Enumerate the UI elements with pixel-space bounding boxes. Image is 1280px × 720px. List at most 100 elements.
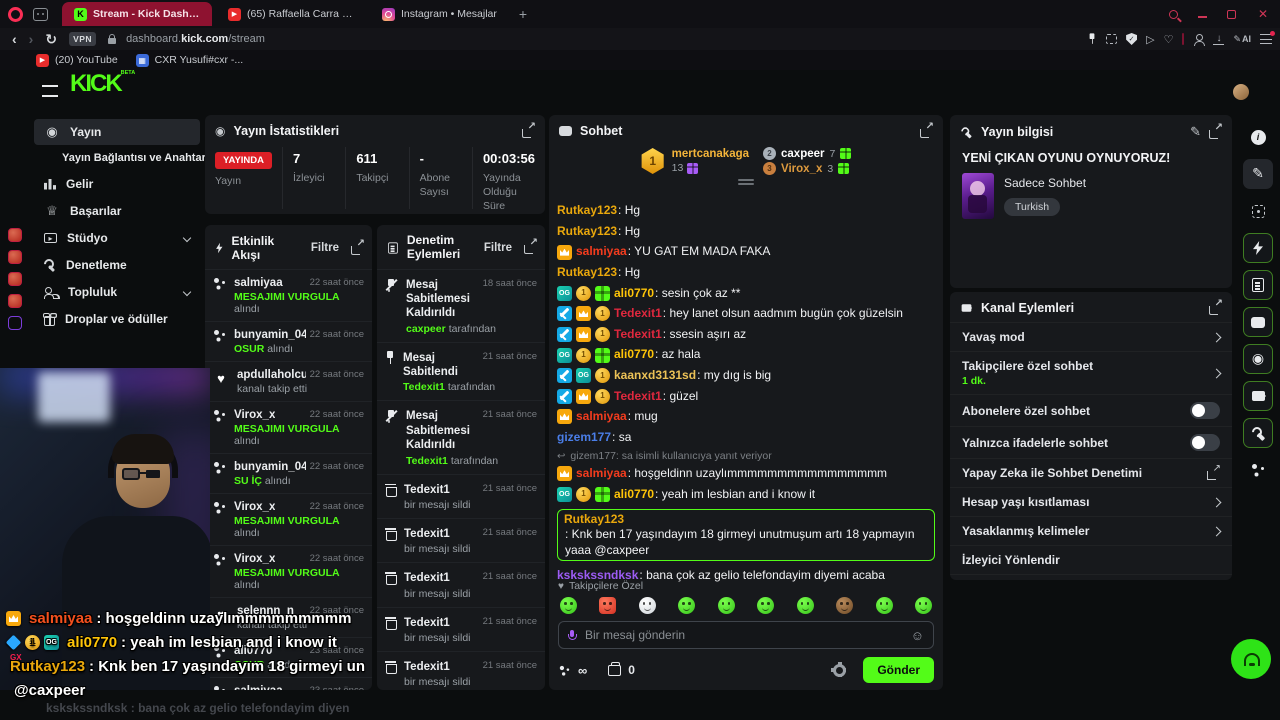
chat-message[interactable]: Rutkay123 : Hg: [557, 201, 935, 222]
activity-event-row[interactable]: selennn_n22 saat önce kanalı takip etti: [205, 597, 372, 637]
gx-app-twitch-icon[interactable]: [8, 316, 22, 330]
leaderboard-collapse-handle[interactable]: [738, 179, 754, 181]
activity-event-row[interactable]: Virox_x 22 saat önce MESAJIMI VURGULA alı…: [205, 401, 372, 453]
chat-message[interactable]: 1 Tedexit1 : güzel: [557, 386, 935, 407]
popout-icon[interactable]: [1209, 298, 1223, 315]
snapshot-icon[interactable]: [1106, 34, 1118, 44]
moderation-entry-row[interactable]: Mesaj Sabitlendi 21 saat önce Tedexit1 tar…: [377, 341, 545, 401]
chat-message[interactable]: kskskssndksk : bana çok az gelio telefon…: [557, 565, 935, 586]
channel-action-row[interactable]: İzleyici Yönlendir: [950, 545, 1232, 574]
chat-settings-gear-icon[interactable]: [831, 661, 847, 677]
chat-username[interactable]: gizem177: [557, 429, 612, 444]
chat-username[interactable]: Tedexit1: [614, 388, 662, 403]
gift-leaderboard[interactable]: 1 mertcanakaga 13 2 caxpeer 7 3 Virox_x 3: [549, 145, 943, 179]
category-thumbnail[interactable]: [962, 173, 994, 219]
leaderboard-user[interactable]: caxpeer: [781, 147, 825, 160]
chat-username[interactable]: kaanxd3131sd: [614, 367, 697, 382]
activity-event-row[interactable]: salmiyaa 22 saat önce MESAJIMI VURGULA al…: [205, 269, 372, 321]
favorite-heart-icon[interactable]: ♡: [1163, 33, 1174, 46]
sidebar-item[interactable]: Gelir: [34, 171, 200, 197]
monkey-emote[interactable]: [836, 597, 854, 614]
opera-logo-icon[interactable]: [8, 6, 23, 22]
emoji-picker-icon[interactable]: ☺: [910, 627, 924, 643]
chat-message[interactable]: OG 1 kaanxd3131sd : my dıg is big: [557, 365, 935, 386]
popout-icon[interactable]: [920, 121, 934, 138]
popout-icon[interactable]: [524, 237, 538, 255]
gx-corner-label[interactable]: GX: [10, 653, 22, 662]
support-chat-button[interactable]: [1231, 639, 1271, 679]
new-tab-button[interactable]: +: [518, 6, 528, 22]
chat-username[interactable]: Tedexit1: [614, 326, 662, 341]
chat-username[interactable]: Rutkay123: [557, 264, 618, 279]
channel-action-row[interactable]: Takipçilere özel sohbet 1 dk.: [950, 351, 1232, 394]
video-settings-icon[interactable]: [1243, 381, 1273, 411]
screen-capture-icon[interactable]: [1243, 196, 1273, 226]
chat-message[interactable]: Rutkay123 : Hg: [557, 221, 935, 242]
activity-event-row[interactable]: bunyamin_043422 saat önce SU İÇ alındı: [205, 453, 372, 493]
leaderboard-user[interactable]: Virox_x: [781, 162, 823, 175]
chat-message[interactable]: OG 1 ali0770 : yeah im lesbian and i know…: [557, 484, 935, 505]
channel-action-row[interactable]: Yapay Zeka ile Sohbet Denetimi: [950, 458, 1232, 487]
chat-username[interactable]: salmiyaa: [576, 409, 627, 424]
chat-message[interactable]: salmiyaa : YU GAT EM MADA FAKA: [557, 242, 935, 263]
edit-pencil-icon[interactable]: [1243, 159, 1273, 189]
chat-message[interactable]: OG 1 ali0770 : az hala: [557, 345, 935, 366]
moderation-entry-row[interactable]: Tedexit1 21 saat önce bir mesajı sildi: [377, 606, 545, 651]
back-icon[interactable]: ‹: [12, 31, 17, 47]
download-icon[interactable]: ↓: [1213, 33, 1225, 45]
browser-menu-icon[interactable]: [1260, 31, 1275, 44]
gx-app-speed-dial-icon[interactable]: [8, 228, 22, 242]
happy-emote[interactable]: [757, 597, 775, 614]
moderation-entry-row[interactable]: Tedexit1 21 saat önce bir mesajı sildi: [377, 517, 545, 562]
row-control[interactable]: [1211, 368, 1222, 378]
sidebar-item[interactable]: Yayın Bağlantısı ve Anahtarı: [62, 152, 209, 164]
sidebar-item[interactable]: Yayın: [34, 119, 200, 145]
sidebar-item[interactable]: Başarılar: [34, 198, 200, 224]
browser-tab[interactable]: Instagram • Mesajlar: [370, 2, 509, 26]
kick-logo[interactable]: KICKBETA: [70, 70, 136, 97]
halo-emote[interactable]: [560, 597, 577, 614]
chat-message[interactable]: gizem177: sa isimli kullanıcıya yanıt ve…: [557, 448, 935, 484]
chat-username[interactable]: ali0770: [614, 285, 655, 300]
filter-button[interactable]: Filtre: [310, 242, 339, 254]
popout-icon[interactable]: [1209, 122, 1223, 139]
gx-app-discord-icon[interactable]: [8, 294, 22, 308]
gx-app-instagram-icon[interactable]: [8, 272, 22, 286]
row-control[interactable]: [1190, 402, 1220, 419]
pin-icon[interactable]: [1088, 33, 1096, 44]
moderation-entry-row[interactable]: Tedexit1 21 saat önce bir mesajı sildi: [377, 651, 545, 690]
reload-icon[interactable]: ↻: [45, 30, 58, 47]
category-name[interactable]: Sadece Sohbet: [1004, 176, 1087, 190]
channel-action-row[interactable]: Hedefleri belirleyin Aktif hedefler - 1: [950, 574, 1232, 580]
channel-points-icon[interactable]: [559, 664, 570, 675]
moderation-entry-row[interactable]: Mesaj Sabitlemesi Kaldırıldı 18 saat önce…: [377, 268, 545, 342]
user-avatar[interactable]: [1233, 84, 1249, 100]
stream-stats-icon[interactable]: [1243, 344, 1273, 374]
browser-tab[interactable]: Stream - Kick Dashboard: [62, 2, 212, 26]
row-control[interactable]: [1190, 434, 1220, 451]
activity-event-row[interactable]: apdullaholcualan22 saat önce kanalı taki…: [205, 361, 372, 401]
clown-emote[interactable]: [638, 597, 656, 614]
activity-feed-icon[interactable]: [1243, 233, 1273, 263]
minimize-icon[interactable]: [1198, 15, 1207, 18]
chat-message[interactable]: gizem177 : sa: [557, 427, 935, 448]
row-control[interactable]: [1211, 526, 1222, 536]
chat-username[interactable]: Tedexit1: [614, 306, 662, 321]
gift-box-icon[interactable]: [608, 662, 622, 676]
angry-emote[interactable]: [599, 597, 617, 614]
popout-icon[interactable]: [522, 121, 536, 138]
more-dots-icon[interactable]: [1243, 455, 1273, 485]
channel-action-row[interactable]: Yasaklanmış kelimeler: [950, 516, 1232, 545]
chat-message[interactable]: OG 1 ali0770 : sesin çok az **: [557, 283, 935, 304]
chat-panel-icon[interactable]: [1243, 307, 1273, 337]
activity-event-row[interactable]: Virox_x 22 saat önce MESAJIMI VURGULA alı…: [205, 493, 372, 545]
info-icon[interactable]: [1243, 122, 1273, 152]
gx-app-messenger-icon[interactable]: [8, 250, 22, 264]
channel-action-row[interactable]: Yalnızca ifadelerle sohbet: [950, 426, 1232, 458]
chat-username[interactable]: Rutkay123: [557, 203, 618, 218]
channel-action-row[interactable]: Hesap yaşı kısıtlaması: [950, 487, 1232, 516]
sidebar-item[interactable]: Denetleme: [34, 252, 200, 278]
chat-username[interactable]: ali0770: [614, 486, 655, 501]
microphone-icon[interactable]: [568, 629, 577, 641]
profile-icon[interactable]: [1193, 33, 1206, 46]
